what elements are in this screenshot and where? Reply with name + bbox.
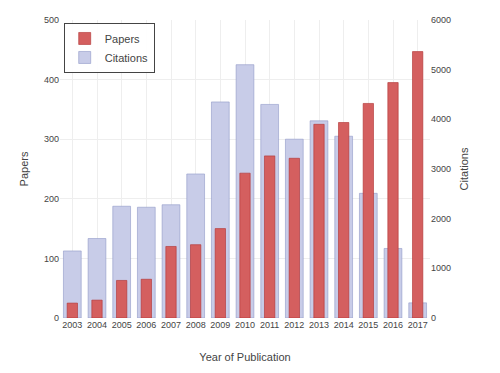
svg-text:2000: 2000: [431, 214, 451, 224]
svg-text:2004: 2004: [87, 320, 107, 330]
svg-text:Year of Publication: Year of Publication: [199, 351, 290, 363]
svg-text:100: 100: [44, 254, 59, 264]
svg-text:500: 500: [44, 15, 59, 25]
svg-text:6000: 6000: [431, 15, 451, 25]
svg-text:2011: 2011: [260, 320, 279, 330]
svg-text:5000: 5000: [431, 65, 451, 75]
svg-text:Citations: Citations: [105, 52, 148, 64]
svg-text:2014: 2014: [334, 320, 354, 330]
svg-text:2010: 2010: [235, 320, 255, 330]
svg-text:Citations: Citations: [458, 147, 470, 190]
svg-text:3000: 3000: [431, 164, 451, 174]
svg-text:2017: 2017: [408, 320, 428, 330]
svg-text:300: 300: [44, 134, 59, 144]
svg-text:200: 200: [44, 194, 59, 204]
svg-text:400: 400: [44, 75, 59, 85]
svg-text:4000: 4000: [431, 114, 451, 124]
svg-text:2015: 2015: [358, 320, 378, 330]
svg-text:2003: 2003: [62, 320, 82, 330]
svg-text:2007: 2007: [161, 320, 181, 330]
svg-text:2009: 2009: [210, 320, 230, 330]
svg-text:Papers: Papers: [18, 151, 30, 186]
svg-text:1000: 1000: [431, 263, 451, 273]
svg-text:2008: 2008: [186, 320, 206, 330]
svg-text:0: 0: [54, 313, 59, 323]
svg-text:0: 0: [431, 313, 436, 323]
svg-text:2013: 2013: [309, 320, 329, 330]
svg-text:Papers: Papers: [105, 33, 140, 45]
svg-text:2005: 2005: [112, 320, 132, 330]
svg-text:2012: 2012: [284, 320, 304, 330]
svg-text:2016: 2016: [383, 320, 403, 330]
svg-text:2006: 2006: [136, 320, 156, 330]
